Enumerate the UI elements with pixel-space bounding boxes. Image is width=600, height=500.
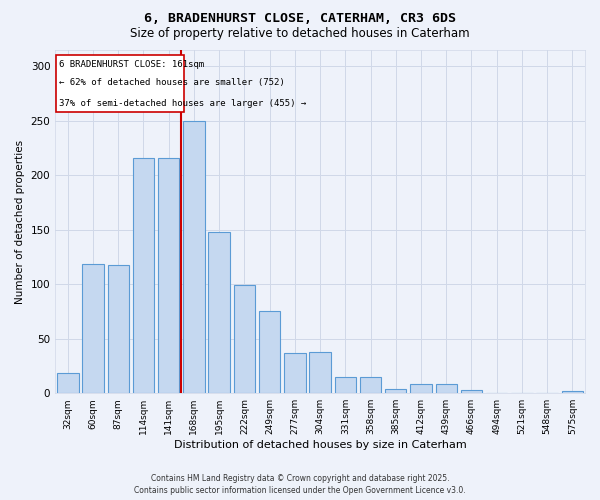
Bar <box>158 158 179 393</box>
Text: 6, BRADENHURST CLOSE, CATERHAM, CR3 6DS: 6, BRADENHURST CLOSE, CATERHAM, CR3 6DS <box>144 12 456 26</box>
Bar <box>310 352 331 393</box>
Text: 37% of semi-detached houses are larger (455) →: 37% of semi-detached houses are larger (… <box>59 98 306 108</box>
FancyBboxPatch shape <box>56 56 184 112</box>
Bar <box>360 377 381 393</box>
Text: 6 BRADENHURST CLOSE: 161sqm: 6 BRADENHURST CLOSE: 161sqm <box>59 60 204 69</box>
Bar <box>233 286 255 393</box>
Y-axis label: Number of detached properties: Number of detached properties <box>15 140 25 304</box>
Bar <box>133 158 154 393</box>
Bar <box>208 232 230 393</box>
Text: Size of property relative to detached houses in Caterham: Size of property relative to detached ho… <box>130 28 470 40</box>
Bar <box>57 372 79 393</box>
Bar <box>385 389 406 393</box>
X-axis label: Distribution of detached houses by size in Caterham: Distribution of detached houses by size … <box>174 440 466 450</box>
Bar <box>562 391 583 393</box>
Text: ← 62% of detached houses are smaller (752): ← 62% of detached houses are smaller (75… <box>59 78 285 87</box>
Bar <box>410 384 432 393</box>
Bar <box>461 390 482 393</box>
Bar <box>82 264 104 393</box>
Bar <box>284 353 305 393</box>
Bar <box>436 384 457 393</box>
Bar <box>183 121 205 393</box>
Bar <box>107 264 129 393</box>
Bar <box>335 377 356 393</box>
Text: Contains HM Land Registry data © Crown copyright and database right 2025.
Contai: Contains HM Land Registry data © Crown c… <box>134 474 466 495</box>
Bar <box>259 312 280 393</box>
